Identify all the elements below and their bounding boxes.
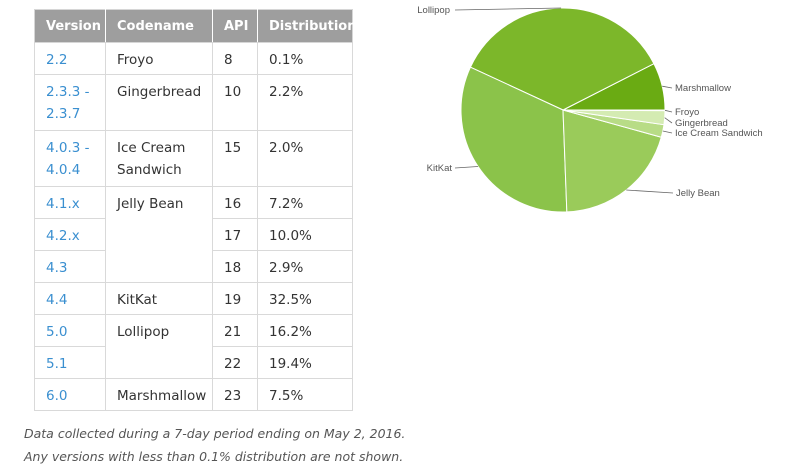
pie-slice-lollipop	[469, 7, 655, 111]
table-row: 2.3.3 - 2.3.7 Gingerbread 10 2.2%	[34, 74, 353, 131]
table-row: 5.0 Lollipop 21 16.2%	[34, 314, 353, 379]
codename-cell: Froyo	[105, 42, 213, 75]
api-cell: 23	[212, 378, 258, 411]
codename-cell: Jelly Bean	[105, 186, 213, 283]
distribution-table: Version Codename API Distribution 2.2 Fr…	[34, 9, 356, 411]
version-link[interactable]: 4.4	[34, 282, 106, 315]
pie-label-kitkat: KitKat	[427, 163, 453, 174]
leader-line	[454, 166, 479, 169]
leader-line	[454, 7, 562, 11]
api-cell: 8	[212, 42, 258, 75]
api-cell: 10	[212, 74, 258, 131]
codename-cell: Gingerbread	[105, 74, 213, 131]
distribution-cell: 0.1%	[257, 42, 353, 75]
table-header-row: Version Codename API Distribution	[34, 9, 356, 43]
footnote-threshold: Any versions with less than 0.1% distrib…	[24, 449, 404, 464]
header-codename: Codename	[105, 9, 213, 43]
distribution-cell: 7.2%	[257, 186, 353, 219]
table-row: 4.1.x Jelly Bean 16 7.2%	[34, 186, 353, 283]
version-link[interactable]: 4.1.x	[34, 186, 106, 219]
table-row: 4.4 KitKat 19 32.5%	[34, 282, 353, 315]
table-row: 6.0 Marshmallow 23 7.5%	[34, 378, 353, 411]
leader-line	[662, 130, 673, 134]
api-cell: 18	[212, 250, 258, 283]
distribution-cell: 2.0%	[257, 130, 353, 187]
table-row: 5.1 22 19.4%	[34, 346, 353, 379]
version-link[interactable]: 4.0.3 - 4.0.4	[34, 130, 106, 187]
version-link[interactable]: 6.0	[34, 378, 106, 411]
table-row: 4.0.3 - 4.0.4 Ice Cream Sandwich 15 2.0%	[34, 130, 353, 187]
distribution-cell: 2.9%	[257, 250, 353, 283]
header-version: Version	[34, 9, 106, 43]
api-cell: 15	[212, 130, 258, 187]
pie-label-ice-cream-sandwich: Ice Cream Sandwich	[675, 128, 763, 139]
table-row: 2.2 Froyo 8 0.1%	[34, 42, 353, 75]
distribution-cell: 19.4%	[257, 346, 353, 379]
distribution-cell: 2.2%	[257, 74, 353, 131]
version-link[interactable]: 4.3	[34, 250, 106, 283]
version-link[interactable]: 5.0	[34, 314, 106, 347]
codename-cell: KitKat	[105, 282, 213, 315]
leader-line	[662, 85, 673, 89]
codename-cell: Lollipop	[105, 314, 213, 379]
version-link[interactable]: 2.3.3 - 2.3.7	[34, 74, 106, 131]
version-link[interactable]: 5.1	[34, 346, 106, 379]
pie-label-froyo: Froyo	[675, 107, 699, 118]
distribution-cell: 10.0%	[257, 218, 353, 251]
api-cell: 17	[212, 218, 258, 251]
header-distribution: Distribution	[257, 9, 356, 43]
table-row: 4.2.x 17 10.0%	[34, 218, 353, 251]
pie-label-lollipop: Lollipop	[417, 5, 450, 16]
leader-line	[626, 189, 674, 194]
codename-cell: Marshmallow	[105, 378, 213, 411]
version-link[interactable]: 2.2	[34, 42, 106, 75]
api-cell: 19	[212, 282, 258, 315]
api-cell: 21	[212, 314, 258, 347]
distribution-cell: 32.5%	[257, 282, 353, 315]
pie-label-jelly-bean: Jelly Bean	[676, 188, 720, 199]
version-link[interactable]: 4.2.x	[34, 218, 106, 251]
leader-line	[664, 109, 673, 113]
api-cell: 16	[212, 186, 258, 219]
pie-slice-kitkat	[460, 66, 568, 213]
pie-label-marshmallow: Marshmallow	[675, 83, 731, 94]
table-row: 4.3 18 2.9%	[34, 250, 353, 283]
header-api: API	[212, 9, 258, 43]
leader-line	[664, 117, 673, 124]
pie-label-gingerbread: Gingerbread	[675, 118, 728, 129]
distribution-cell: 16.2%	[257, 314, 353, 347]
pie-slice-froyo	[562, 109, 666, 112]
api-cell: 22	[212, 346, 258, 379]
codename-cell: Ice Cream Sandwich	[105, 130, 213, 187]
distribution-cell: 7.5%	[257, 378, 353, 411]
footnote-collection-period: Data collected during a 7-day period end…	[24, 426, 406, 441]
